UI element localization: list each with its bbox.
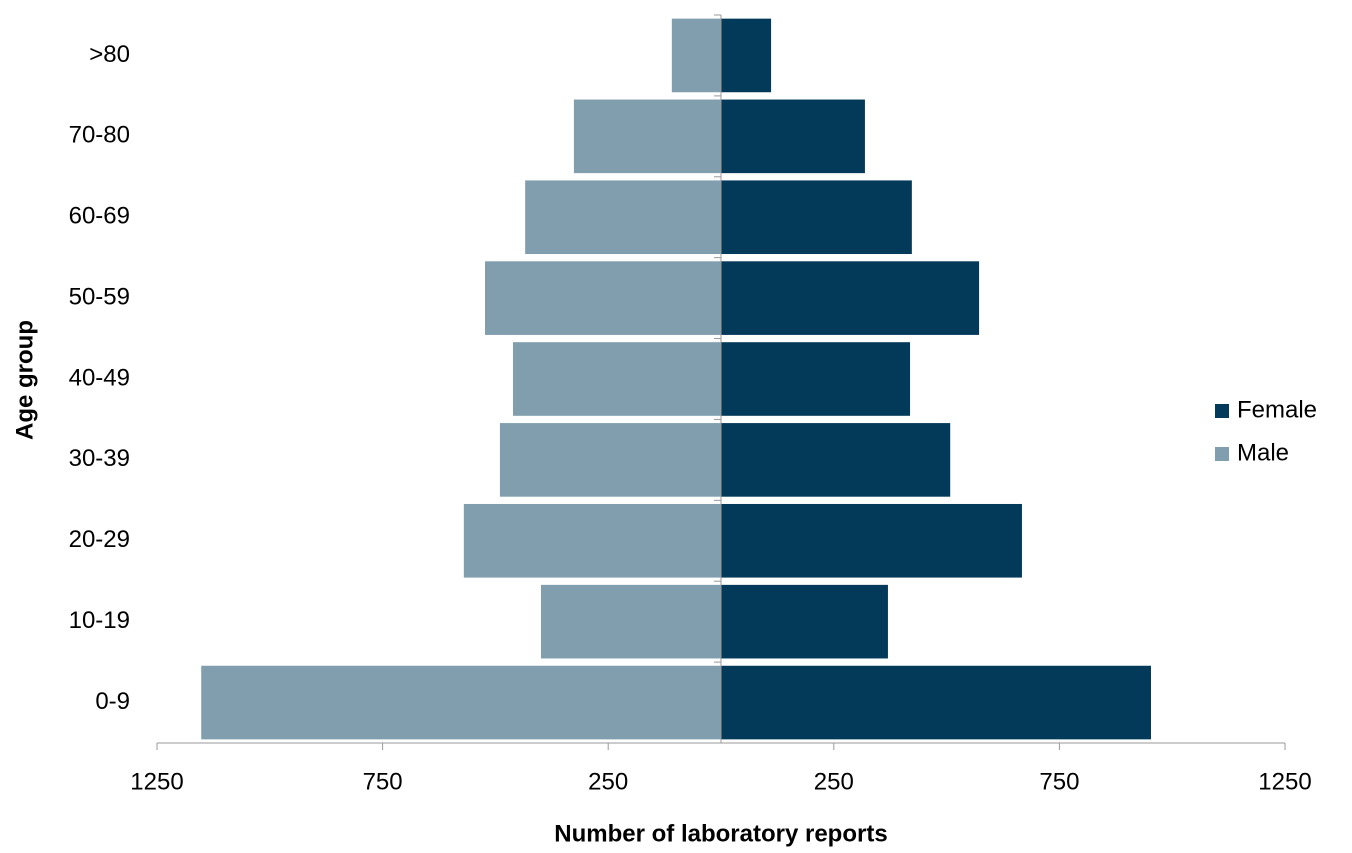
- bar: [512, 342, 721, 416]
- x-tick-label: 250: [588, 768, 628, 795]
- y-tick-label: >80: [89, 41, 130, 68]
- x-tick-label: 1250: [130, 768, 183, 795]
- y-tick-label: 20-29: [69, 526, 130, 553]
- x-tick-label: 750: [363, 768, 403, 795]
- y-tick-label: 60-69: [69, 203, 130, 230]
- y-tick-label: 0-9: [95, 688, 130, 715]
- x-axis-title: Number of laboratory reports: [554, 820, 887, 847]
- bar: [540, 584, 721, 659]
- x-tick-label: 750: [1039, 768, 1079, 795]
- bar: [721, 665, 1151, 740]
- bar: [721, 99, 865, 174]
- y-axis-title: Age group: [11, 320, 38, 440]
- legend-swatch: [1215, 447, 1229, 461]
- y-tick-label: 70-80: [69, 122, 130, 149]
- bar: [499, 423, 721, 497]
- y-tick-label: 50-59: [69, 283, 130, 310]
- bar: [573, 99, 721, 174]
- y-tick-label: 10-19: [69, 607, 130, 634]
- y-tick-label: 30-39: [69, 445, 130, 472]
- bar: [721, 584, 888, 659]
- x-tick-label: 1250: [1258, 768, 1311, 795]
- legend-label: Male: [1237, 439, 1289, 466]
- bar: [525, 180, 721, 255]
- bar: [721, 180, 912, 255]
- bar: [721, 342, 911, 416]
- bar: [721, 18, 772, 93]
- x-tick-label: 250: [814, 768, 854, 795]
- bar: [485, 261, 721, 335]
- legend-swatch: [1215, 404, 1229, 418]
- bar: [671, 18, 721, 93]
- bar: [721, 503, 1022, 578]
- y-tick-label: 40-49: [69, 364, 130, 391]
- bar: [721, 423, 951, 497]
- legend-label: Female: [1237, 396, 1317, 423]
- bar: [463, 503, 721, 578]
- bar: [201, 665, 722, 740]
- bar: [721, 261, 980, 335]
